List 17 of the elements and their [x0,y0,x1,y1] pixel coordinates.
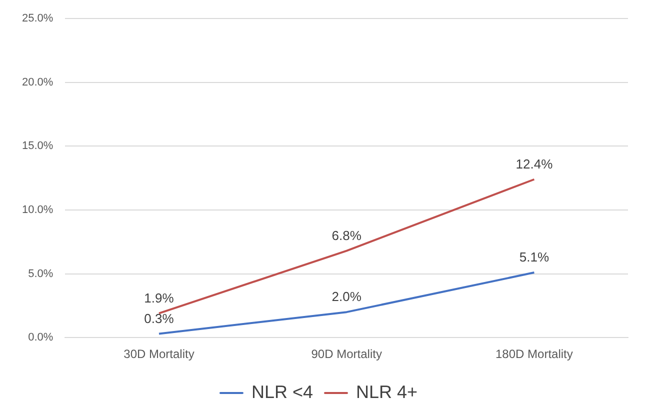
x-tick-label: 180D Mortality [496,347,573,362]
y-tick-label: 0.0% [28,332,54,344]
x-tick-label: 30D Mortality [124,347,194,362]
data-label: 1.9% [144,290,174,306]
data-label: 6.8% [332,228,362,243]
y-tick-label: 25.0% [22,12,54,25]
data-label: 0.3% [144,310,174,326]
legend-label: NLR <4 [251,382,314,402]
data-label: 12.4% [516,156,554,172]
y-tick-label: 10.0% [22,204,54,216]
x-tick-label: 90D Mortality [311,347,382,362]
y-tick-label: 5.0% [28,268,54,280]
data-label: 2.0% [332,289,362,304]
data-label: 5.1% [519,250,550,265]
y-tick-label: 20.0% [22,76,54,88]
legend-label: NLR 4+ [356,382,418,402]
y-tick-label: 15.0% [22,140,54,152]
